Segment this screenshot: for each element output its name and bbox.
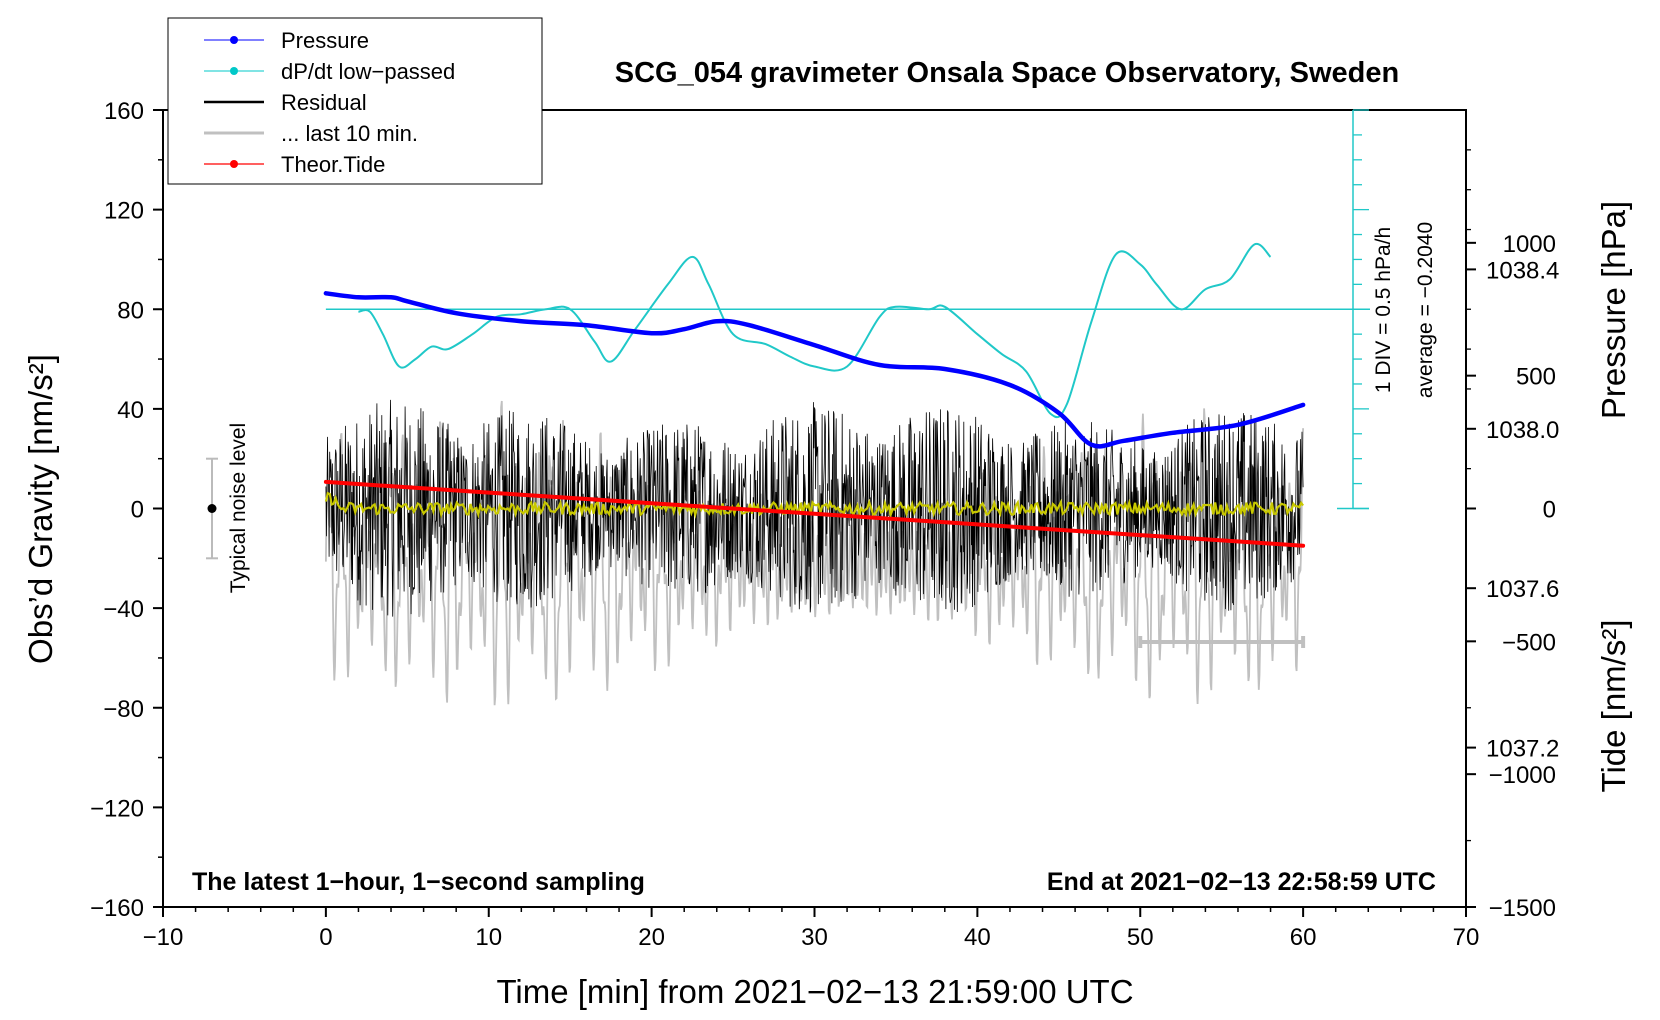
legend: Pressure dP/dt low−passed Residual ... last… <box>167 17 543 185</box>
y-tick-label: 0 <box>131 497 144 524</box>
y-axis-title-left: Obs’d Gravity [nm/s²] <box>22 354 59 664</box>
x-tick-label: 50 <box>1127 924 1154 951</box>
tide-axis-title: Tide [nm/s²] <box>1595 620 1632 793</box>
chart-title: SCG_054 gravimeter Onsala Space Observat… <box>615 57 1399 89</box>
tide-tick-label: 1000 <box>1503 231 1556 258</box>
dpdt-average-label: average = −0.2040 <box>1414 222 1437 398</box>
pressure-tick-label: 1037.6 <box>1486 576 1559 603</box>
y-tick-label: 40 <box>117 397 144 424</box>
legend-label: Theor.Tide <box>281 152 385 177</box>
tide-tick-label: 500 <box>1516 364 1556 391</box>
y-tick-label: −80 <box>103 696 144 723</box>
y-tick-label: 120 <box>104 198 144 225</box>
tide-tick-label: −500 <box>1502 629 1556 656</box>
tide-tick-label: 0 <box>1543 497 1556 524</box>
dpdt-scale-label: 1 DIV = 0.5 hPa/h <box>1372 227 1395 393</box>
pressure-tick-label: 1037.2 <box>1486 736 1559 763</box>
x-tick-label: 10 <box>475 924 502 951</box>
noise-level-label: Typical noise level <box>227 423 250 593</box>
noise-level-dot <box>207 504 217 513</box>
pressure-axis-title: Pressure [hPa] <box>1595 201 1632 419</box>
tide-tick-label: −1000 <box>1489 762 1556 789</box>
y-tick-label: 80 <box>117 297 144 324</box>
legend-label: dP/dt low−passed <box>281 59 455 84</box>
tide-tick-label: −1500 <box>1489 895 1556 922</box>
pressure-tick-label: 1038.4 <box>1486 257 1559 284</box>
sampling-note: The latest 1−hour, 1−second sampling <box>192 868 645 896</box>
legend-label: Pressure <box>281 28 369 53</box>
theoretical-tide-line <box>323 479 1306 548</box>
y-tick-label: −120 <box>90 795 144 822</box>
x-tick-label: 70 <box>1453 924 1480 951</box>
y-tick-label: −40 <box>103 596 144 623</box>
x-tick-label: 0 <box>319 924 332 951</box>
y-tick-label: 160 <box>104 98 144 125</box>
residual-line <box>325 399 1304 617</box>
axes-layer: −10 0 10 20 30 40 50 60 70 160 120 80 40 0 −40 −80 −120 −… <box>90 98 1559 951</box>
x-tick-label: 30 <box>801 924 828 951</box>
residual-smoothed-line <box>324 491 1304 519</box>
last-10-min-line <box>325 400 1304 706</box>
x-tick-label: 20 <box>638 924 665 951</box>
y-tick-label: −160 <box>90 895 144 922</box>
pressure-line <box>323 291 1306 449</box>
x-axis-title: Time [min] from 2021−02−13 21:59:00 UTC <box>496 973 1133 1010</box>
dpdt-line <box>358 242 1272 419</box>
x-tick-label: 40 <box>964 924 991 951</box>
legend-marker <box>230 160 238 168</box>
legend-label: ... last 10 min. <box>281 121 418 146</box>
end-time-note: End at 2021−02−13 22:58:59 UTC <box>1047 868 1436 896</box>
legend-marker <box>230 67 238 75</box>
legend-label: Residual <box>281 90 367 115</box>
x-tick-label: −10 <box>143 924 184 951</box>
series-layer <box>206 242 1370 706</box>
legend-marker <box>230 36 238 44</box>
pressure-tick-label: 1038.0 <box>1486 417 1559 444</box>
x-tick-label: 60 <box>1290 924 1317 951</box>
